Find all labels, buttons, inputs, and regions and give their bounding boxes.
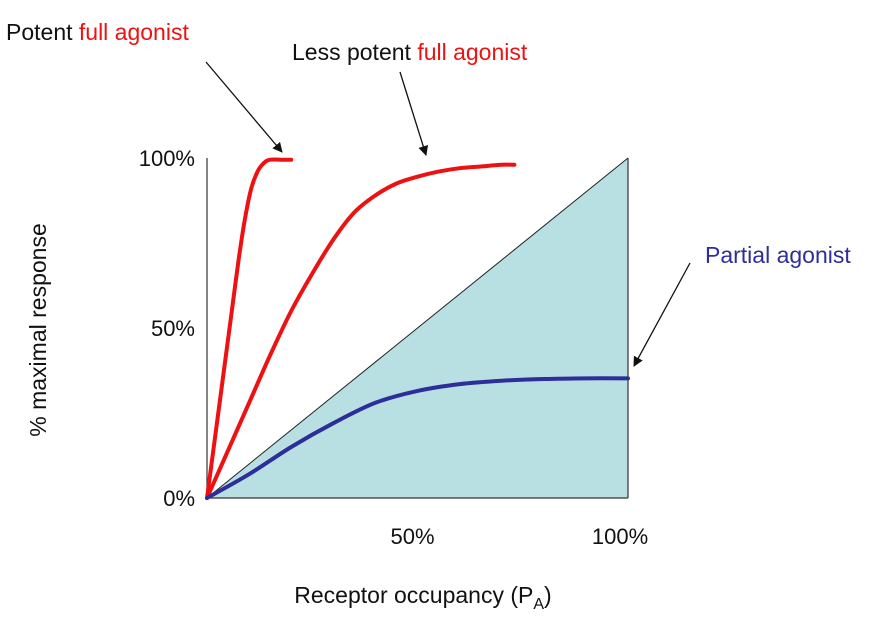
x-axis-label-end: )	[544, 582, 552, 608]
y-tick-label: 100%	[139, 146, 195, 171]
series-line-partial	[205, 376, 630, 500]
series-line-less-potent	[205, 162, 517, 500]
y-tick-label: 0%	[163, 486, 195, 511]
annotation-less-potent-prefix: Less potent	[292, 39, 417, 65]
x-tick-label: 50%	[390, 524, 434, 549]
y-tick-label: 50%	[151, 316, 195, 341]
annotation-potent-full-agonist: Potent full agonist	[6, 19, 189, 45]
arrow-partial	[633, 262, 691, 367]
x-tick-label: 100%	[592, 524, 648, 549]
annotation-less-potent-suffix: full agonist	[417, 39, 528, 65]
annotation-potent-suffix: full agonist	[79, 19, 190, 45]
annotation-less-potent-full-agonist: Less potent full agonist	[292, 39, 528, 65]
annotation-potent-prefix: Potent	[6, 19, 79, 45]
y-axis-label: % maximal response	[25, 223, 51, 436]
x-axis-label: Receptor occupancy (PA)	[294, 582, 551, 613]
arrow-less-potent	[399, 71, 429, 156]
x-axis-label-main: Receptor occupancy (P	[294, 582, 533, 608]
arrow-potent	[205, 61, 283, 153]
diagonal-line	[206, 157, 629, 499]
series-line-potent	[205, 157, 294, 500]
x-axis-label-subscript: A	[533, 596, 544, 613]
annotation-partial-agonist: Partial agonist	[705, 242, 851, 268]
